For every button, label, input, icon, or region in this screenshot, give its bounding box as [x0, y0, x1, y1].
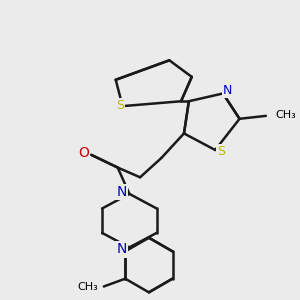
Text: N: N	[116, 185, 127, 199]
Text: N: N	[223, 84, 232, 97]
Text: CH₃: CH₃	[276, 110, 296, 120]
Text: S: S	[116, 99, 124, 112]
Text: N: N	[116, 242, 127, 256]
Text: O: O	[78, 146, 89, 160]
Text: S: S	[217, 146, 225, 158]
Text: CH₃: CH₃	[77, 283, 98, 292]
